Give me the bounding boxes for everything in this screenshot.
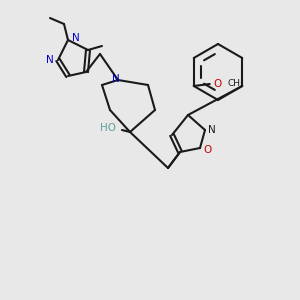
- Text: N: N: [208, 125, 216, 135]
- Text: CH₃: CH₃: [228, 80, 244, 88]
- Text: O: O: [203, 145, 211, 155]
- Text: N: N: [46, 55, 54, 65]
- Text: N: N: [112, 74, 120, 84]
- Text: N: N: [72, 33, 80, 43]
- Text: O: O: [214, 79, 222, 89]
- Text: HO: HO: [100, 123, 116, 133]
